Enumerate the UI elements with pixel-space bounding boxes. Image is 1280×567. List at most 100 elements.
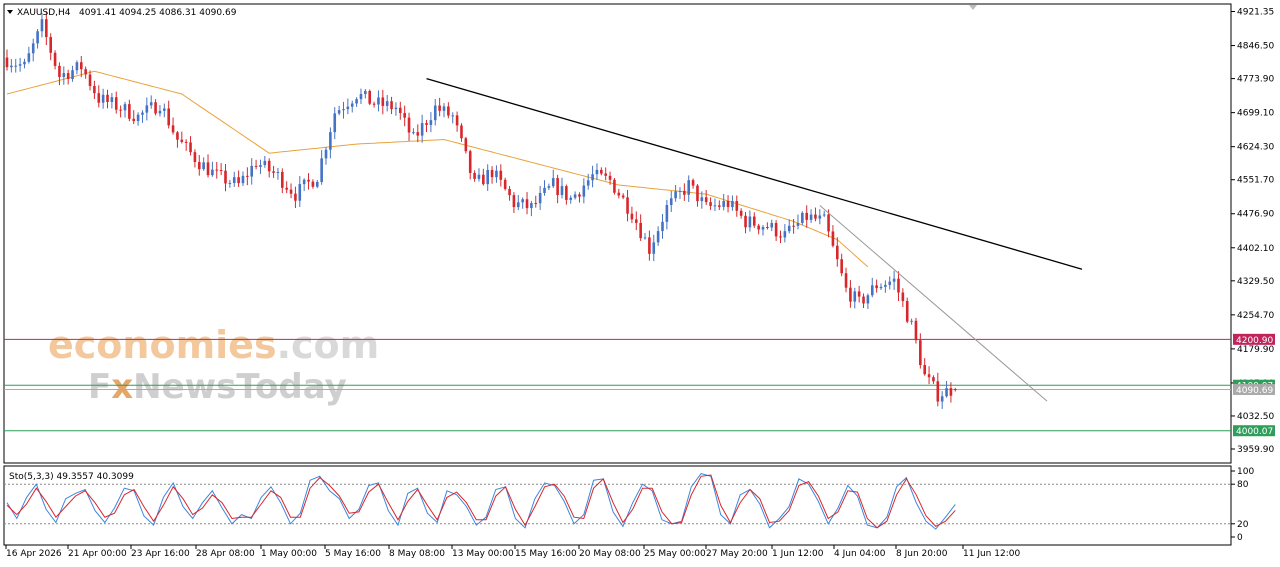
candle-body (626, 197, 629, 214)
candle-body (154, 102, 157, 114)
candle-body (652, 242, 656, 254)
moving-average-line (6, 70, 869, 268)
trendlines[interactable] (426, 77, 1083, 402)
time-tick-label: 8 Jun 20:00 (896, 549, 948, 559)
svg-text:FxNewsToday: FxNewsToday (88, 367, 347, 407)
candle-body (525, 199, 529, 209)
trendline-secondary[interactable] (819, 205, 1048, 402)
candle-body (302, 179, 306, 185)
candle-body (897, 278, 900, 293)
trendline-main[interactable] (426, 77, 1083, 270)
stochastic-signal-line (6, 474, 956, 529)
candle-body (604, 173, 607, 176)
candle-body (254, 165, 258, 167)
candle-body (809, 214, 813, 220)
price-level-badge (1233, 333, 1275, 345)
candle-body (565, 186, 568, 200)
candle-body (722, 200, 725, 207)
collapse-triangle-icon[interactable] (7, 10, 13, 14)
main-chart-frame (3, 3, 1232, 546)
candle-body (18, 64, 22, 66)
price-tick-label: 4032.50 (1237, 412, 1274, 422)
candle-body (438, 105, 441, 111)
candle-body (167, 108, 170, 126)
horizontal-levels[interactable] (4, 338, 1231, 432)
candle-body (744, 215, 747, 228)
candle-body (530, 203, 533, 209)
candle-body (75, 62, 79, 71)
candle-body (399, 107, 402, 114)
stochastic-tick-label: 100 (1237, 467, 1254, 477)
candle-body (298, 184, 302, 201)
time-tick-label: 15 May 16:00 (515, 549, 577, 559)
candle-body (569, 197, 573, 200)
price-tick-label: 4551.70 (1237, 176, 1274, 186)
candle-body (547, 186, 551, 188)
candle-body (106, 94, 109, 102)
price-tick-label: 4329.50 (1237, 277, 1274, 287)
candle-body (101, 94, 105, 103)
candle-body (263, 160, 267, 166)
price-level-label: 4200.90 (1236, 336, 1273, 346)
time-tick-label: 27 May 20:00 (706, 549, 768, 559)
candle-body (884, 284, 887, 287)
time-axis[interactable]: 16 Apr 2026 21 Apr 00:00 23 Apr 16:00 28 Ap… (5, 545, 1020, 559)
candle-body (184, 141, 188, 143)
candle-body (757, 225, 760, 230)
candle-body (377, 97, 380, 105)
time-tick-label: 21 Apr 00:00 (68, 549, 127, 559)
candle-body (683, 190, 686, 195)
candle-body (23, 61, 26, 65)
candle-body (910, 320, 913, 322)
candle-body (801, 212, 804, 223)
candle-body (407, 117, 411, 133)
candle-body (709, 202, 712, 206)
candle-body (350, 103, 354, 107)
candle-body (687, 180, 691, 195)
candle-body (294, 193, 297, 201)
candle-body (315, 181, 319, 187)
candle-body (58, 65, 61, 77)
candle-body (311, 181, 315, 187)
stochastic-panel[interactable]: 100 80 20 0 Sto(5,3,3) 49.3557 40.3099 (4, 467, 1254, 543)
candle-body (945, 388, 948, 397)
candle-body (276, 171, 280, 173)
candle-body (892, 278, 896, 282)
candle-body (748, 216, 752, 228)
candle-body (197, 162, 201, 170)
candle-body (844, 273, 848, 288)
candle-body (905, 301, 909, 322)
stochastic-tick-label: 0 (1237, 533, 1243, 543)
scroll-marker-icon[interactable] (969, 5, 977, 10)
time-tick-label: 20 May 08:00 (579, 549, 641, 559)
candle-body (866, 295, 870, 304)
candles (5, 11, 957, 409)
candle-body (429, 120, 433, 125)
candle-body (752, 216, 756, 226)
candle-body (787, 225, 791, 232)
candle-body (932, 377, 935, 382)
candle-body (639, 222, 642, 239)
candle-body (634, 219, 638, 223)
candle-body (831, 231, 835, 246)
price-tick-label: 4254.70 (1237, 311, 1274, 321)
candle-body (888, 281, 892, 285)
candle-body (307, 179, 310, 182)
candle-body (818, 215, 822, 219)
stochastic-main-line (6, 473, 956, 530)
candle-body (368, 90, 372, 104)
candle-body (425, 123, 428, 125)
symbol-label: XAUUSD,H4 (17, 8, 71, 18)
candle-body (731, 201, 734, 208)
candle-body (551, 178, 555, 187)
candle-body (202, 162, 205, 170)
stochastic-title: Sto(5,3,3) 49.3557 40.3099 (9, 472, 134, 482)
time-tick-label: 8 May 08:00 (389, 549, 445, 559)
price-tick-label: 3959.90 (1237, 445, 1274, 455)
candle-body (949, 388, 953, 396)
candle-body (442, 106, 446, 111)
time-tick-label: 1 May 00:00 (261, 549, 317, 559)
candle-body (189, 142, 192, 153)
candle-body (329, 132, 332, 150)
